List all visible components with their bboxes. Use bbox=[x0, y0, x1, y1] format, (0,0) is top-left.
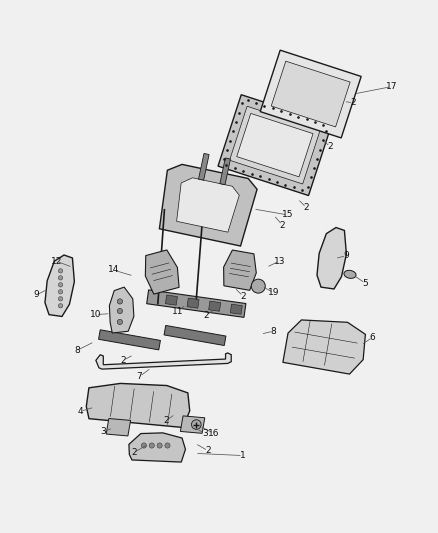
Polygon shape bbox=[145, 250, 179, 294]
Text: 5: 5 bbox=[362, 279, 368, 288]
Polygon shape bbox=[177, 178, 239, 232]
Text: 2: 2 bbox=[120, 356, 126, 365]
Text: 12: 12 bbox=[51, 257, 62, 266]
Text: 10: 10 bbox=[90, 310, 102, 319]
Polygon shape bbox=[198, 154, 209, 180]
Text: 13: 13 bbox=[273, 257, 285, 266]
Polygon shape bbox=[106, 418, 131, 436]
Polygon shape bbox=[159, 164, 257, 246]
Polygon shape bbox=[220, 158, 230, 185]
Polygon shape bbox=[260, 50, 361, 138]
Text: 2: 2 bbox=[164, 416, 170, 425]
Polygon shape bbox=[110, 287, 134, 333]
Circle shape bbox=[141, 443, 147, 448]
Text: 8: 8 bbox=[74, 346, 80, 355]
Polygon shape bbox=[96, 353, 231, 369]
Polygon shape bbox=[271, 61, 350, 127]
Polygon shape bbox=[230, 304, 242, 314]
Text: 2: 2 bbox=[328, 142, 333, 151]
Text: 2: 2 bbox=[205, 446, 211, 455]
Ellipse shape bbox=[344, 270, 356, 278]
Text: 14: 14 bbox=[108, 265, 119, 274]
Circle shape bbox=[191, 420, 201, 430]
Polygon shape bbox=[164, 326, 226, 345]
Text: 2: 2 bbox=[240, 292, 246, 301]
Polygon shape bbox=[283, 320, 365, 374]
Text: 16: 16 bbox=[208, 429, 219, 438]
Text: 3: 3 bbox=[202, 429, 208, 438]
Text: 2: 2 bbox=[279, 221, 285, 230]
Polygon shape bbox=[86, 383, 190, 427]
Circle shape bbox=[58, 289, 63, 294]
Circle shape bbox=[117, 299, 123, 304]
Circle shape bbox=[149, 443, 154, 448]
Text: 7: 7 bbox=[137, 372, 142, 381]
Polygon shape bbox=[230, 106, 320, 184]
Text: 6: 6 bbox=[370, 333, 375, 342]
Text: 17: 17 bbox=[386, 82, 397, 91]
Polygon shape bbox=[45, 255, 74, 317]
Text: 2: 2 bbox=[304, 203, 309, 212]
Text: 11: 11 bbox=[172, 306, 183, 316]
Circle shape bbox=[58, 269, 63, 273]
Polygon shape bbox=[166, 295, 177, 305]
Circle shape bbox=[58, 304, 63, 308]
Text: 2: 2 bbox=[131, 448, 137, 457]
Text: 9: 9 bbox=[34, 290, 39, 300]
Text: 3: 3 bbox=[100, 427, 106, 436]
Text: 19: 19 bbox=[268, 288, 279, 297]
Text: 2: 2 bbox=[351, 98, 356, 107]
Polygon shape bbox=[187, 298, 199, 308]
Text: 2: 2 bbox=[203, 311, 209, 320]
Text: 15: 15 bbox=[282, 211, 294, 220]
Circle shape bbox=[58, 297, 63, 301]
Polygon shape bbox=[237, 114, 313, 177]
Circle shape bbox=[165, 443, 170, 448]
Text: 1: 1 bbox=[240, 451, 246, 460]
Circle shape bbox=[117, 319, 123, 325]
Polygon shape bbox=[147, 290, 246, 317]
Text: 9: 9 bbox=[344, 251, 350, 260]
Polygon shape bbox=[218, 95, 332, 196]
Polygon shape bbox=[317, 228, 346, 289]
Text: 4: 4 bbox=[78, 407, 83, 416]
Circle shape bbox=[251, 279, 265, 293]
Circle shape bbox=[157, 443, 162, 448]
Circle shape bbox=[58, 282, 63, 287]
Polygon shape bbox=[224, 250, 256, 290]
Polygon shape bbox=[129, 433, 185, 462]
Circle shape bbox=[117, 309, 123, 313]
Polygon shape bbox=[180, 416, 205, 433]
Polygon shape bbox=[208, 301, 221, 311]
Circle shape bbox=[58, 276, 63, 280]
Polygon shape bbox=[99, 330, 160, 350]
Text: 8: 8 bbox=[271, 327, 276, 336]
